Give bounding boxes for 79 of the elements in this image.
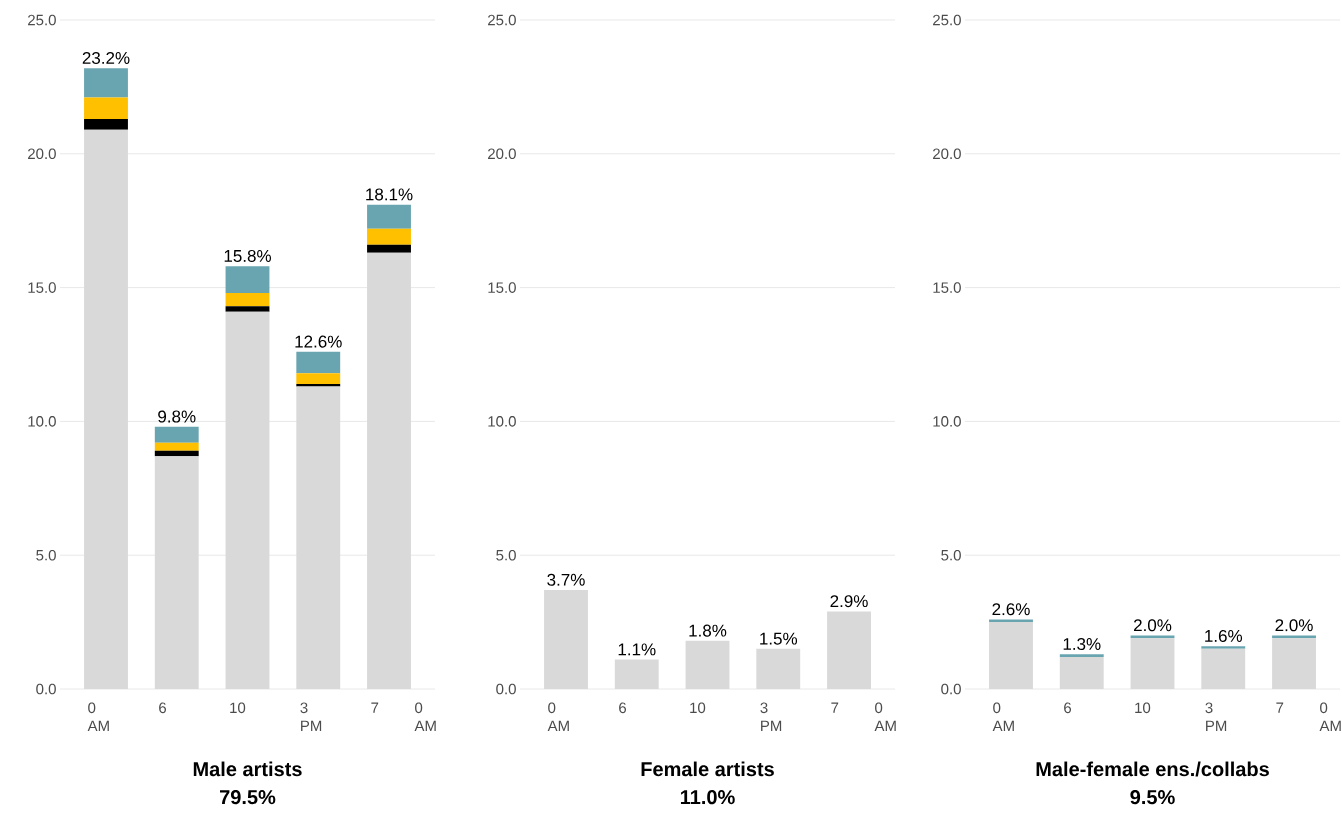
bar [154, 442, 199, 451]
total-label: 1.5% [760, 632, 798, 645]
y-tick-label: 10.0 [933, 416, 961, 427]
bar [84, 129, 128, 689]
bar [367, 204, 411, 229]
total-label: 2.6% [992, 603, 1030, 616]
y-tick-label: 0.0 [941, 683, 961, 695]
total-label: 3.7% [547, 573, 585, 586]
total-label: 1.8% [689, 624, 727, 637]
y-tick-label: 15.0 [28, 282, 56, 293]
x-tick-label: 6 [619, 702, 627, 714]
total-label: 12.6% [295, 335, 342, 348]
text: 9.5% [1130, 790, 1175, 805]
total-label: 23.2% [82, 51, 130, 64]
bar [225, 292, 270, 307]
bar [225, 311, 270, 689]
bar [225, 306, 270, 312]
y-tick-label: 20.0 [28, 148, 56, 160]
total-label: 1.3% [1063, 637, 1101, 651]
bar [296, 351, 341, 374]
text: 79.5% [220, 790, 276, 805]
text: Female artists [641, 761, 774, 777]
x-tick-label: 6 [159, 702, 167, 714]
x-tick-label: 10 [690, 702, 706, 714]
x-tick-label: 3 PM [300, 702, 322, 731]
y-tick-label: 5.0 [496, 549, 516, 561]
total-label: 18.1% [366, 188, 413, 201]
text: 11.0% [680, 790, 735, 805]
total-label: 1.1% [618, 643, 656, 656]
x-tick-label: 7 [371, 702, 379, 713]
bar [84, 97, 128, 119]
x-tick-label: 0 AM [992, 702, 1014, 731]
bar [544, 589, 588, 689]
y-tick-label: 20.0 [933, 148, 961, 160]
x-tick-label: 6 [1064, 702, 1072, 714]
y-tick-label: 25.0 [933, 14, 961, 26]
y-tick-label: 25.0 [488, 14, 516, 26]
total-label: 9.8% [158, 410, 196, 423]
x-tick-label: 10 [230, 702, 246, 714]
y-tick-label: 20.0 [488, 148, 516, 160]
bar [367, 244, 411, 253]
bar [84, 119, 128, 130]
bar [154, 456, 199, 689]
y-tick-label: 0.0 [36, 683, 56, 695]
bar [154, 426, 199, 443]
text: Male-female ens./collabs [1036, 761, 1269, 777]
y-tick-label: 15.0 [933, 282, 961, 293]
x-tick-label: 3 PM [760, 702, 782, 731]
bar [296, 383, 341, 387]
bar [685, 640, 730, 689]
bar [614, 659, 659, 689]
bar [367, 252, 411, 689]
bar [756, 648, 801, 689]
bar [296, 373, 341, 384]
y-tick-label: 0.0 [496, 683, 516, 695]
bar [827, 611, 871, 689]
x-tick-label: 7 [1276, 702, 1284, 713]
x-tick-label: 3 PM [1205, 702, 1227, 731]
y-tick-label: 10.0 [488, 416, 516, 427]
x-tick-label: 10 [1135, 702, 1151, 714]
total-label: 2.0% [1134, 619, 1172, 632]
x-tick-label: 7 [831, 702, 839, 713]
y-tick-label: 25.0 [28, 14, 56, 26]
y-tick-label: 15.0 [488, 282, 516, 293]
bar [154, 450, 199, 457]
text: Male artists [193, 761, 302, 777]
total-label: 15.8% [224, 249, 271, 262]
bar [84, 68, 128, 98]
total-label: 2.9% [830, 595, 868, 608]
y-tick-label: 10.0 [28, 416, 56, 427]
x-tick-label: 0 AM [87, 702, 109, 731]
y-tick-label: 5.0 [941, 549, 961, 561]
y-tick-label: 5.0 [36, 549, 56, 561]
bar [225, 266, 270, 293]
bar [367, 228, 411, 245]
x-tick-label: 0 AM [547, 702, 569, 731]
total-label: 2.0% [1275, 619, 1313, 632]
bar [296, 386, 341, 689]
total-label: 1.6% [1205, 629, 1243, 642]
